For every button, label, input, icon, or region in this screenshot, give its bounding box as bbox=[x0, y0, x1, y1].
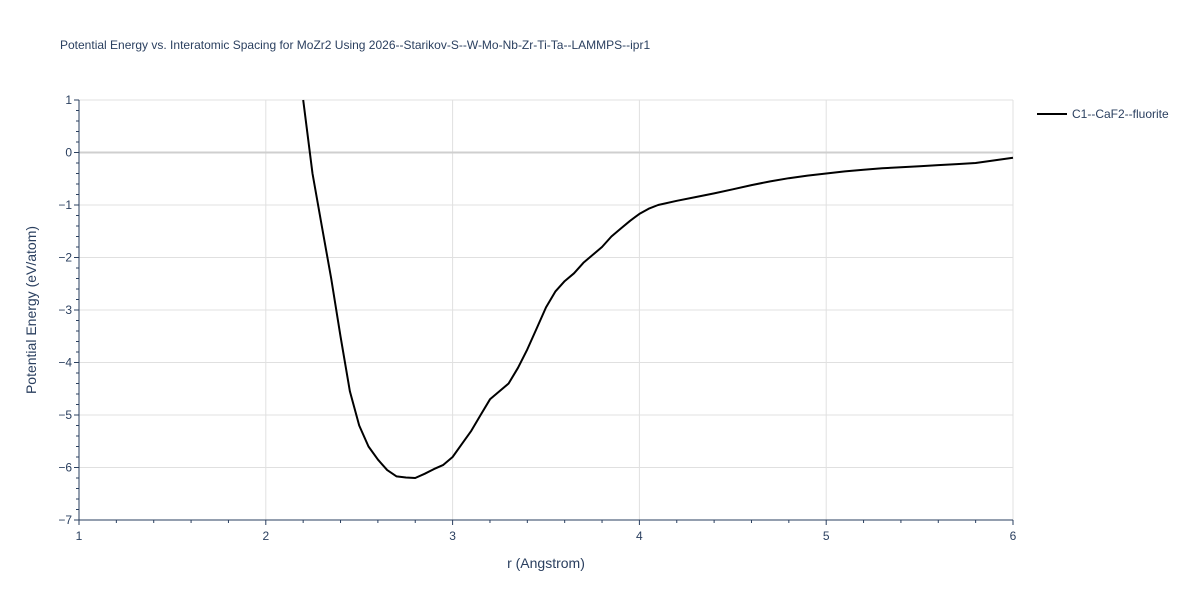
y-tick-label: −6 bbox=[58, 461, 72, 475]
x-tick-label: 1 bbox=[76, 529, 83, 543]
x-tick-label: 4 bbox=[636, 529, 643, 543]
ticks: 1 2 3 4 5 6 1 0 −1 −2 −3 −4 −5 −6 −7 bbox=[58, 93, 1016, 543]
x-tick-label: 3 bbox=[449, 529, 456, 543]
chart-title: Potential Energy vs. Interatomic Spacing… bbox=[60, 38, 651, 52]
y-tick-label: 1 bbox=[65, 93, 72, 107]
series-layer bbox=[302, 99, 1014, 479]
y-tick-label: 0 bbox=[65, 146, 72, 160]
y-tick-label: −4 bbox=[58, 356, 72, 370]
y-tick-label: −2 bbox=[58, 251, 72, 265]
y-tick-label: −1 bbox=[58, 198, 72, 212]
x-tick-label: 2 bbox=[262, 529, 269, 543]
x-axis-title: r (Angstrom) bbox=[507, 555, 585, 571]
series-line[interactable] bbox=[302, 99, 1014, 479]
legend[interactable]: C1--CaF2--fluorite bbox=[1037, 107, 1169, 121]
y-tick-label: −5 bbox=[58, 408, 72, 422]
y-gridlines bbox=[79, 99, 1013, 468]
x-tick-label: 5 bbox=[823, 529, 830, 543]
y-tick-label: −7 bbox=[58, 513, 72, 527]
legend-line-swatch bbox=[1037, 113, 1067, 115]
y-axis-title: Potential Energy (eV/atom) bbox=[23, 226, 39, 394]
x-tick-label: 6 bbox=[1010, 529, 1017, 543]
legend-label: C1--CaF2--fluorite bbox=[1072, 107, 1169, 121]
y-tick-label: −3 bbox=[58, 303, 72, 317]
